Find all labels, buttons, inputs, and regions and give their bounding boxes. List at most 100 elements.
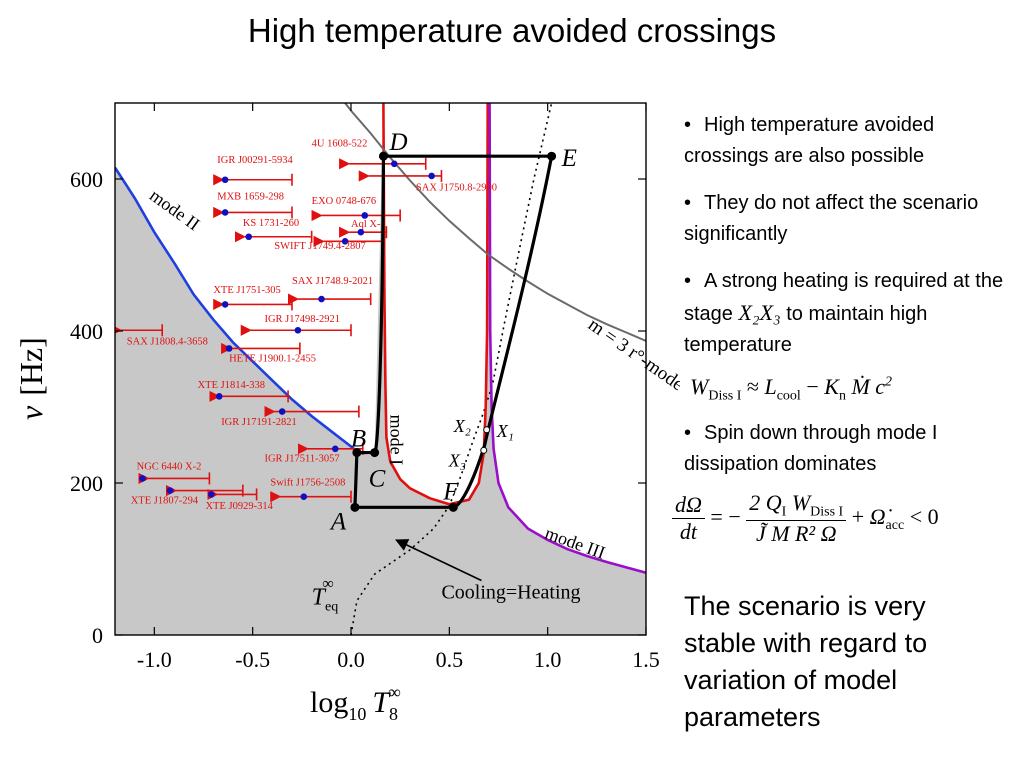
source-sax-j1748-9-2021: SAX J1748.9-2021	[287, 276, 373, 306]
source-label: SAX J1808.4-3658	[127, 337, 208, 348]
y-label-unit: [Hz]	[13, 337, 49, 396]
path-label-e: E	[561, 145, 577, 172]
series-mode-ii	[115, 166, 362, 456]
source-sax-j1808-4-3658: SAX J1808.4-3658	[115, 324, 208, 348]
bullet-item: • They do not affect the scenario signif…	[684, 188, 1004, 250]
eq-superscript: 2	[885, 374, 893, 390]
source-dot	[139, 475, 146, 482]
x-tick-label: -1.0	[137, 647, 172, 672]
eq-fraction: dΩ dt	[672, 492, 705, 545]
eq-term: L	[764, 374, 777, 399]
path-label-f: F	[442, 478, 459, 505]
source-4u-1608-522: 4U 1608-522	[312, 138, 427, 170]
bullet-list: • High temperature avoided crossings are…	[684, 110, 1004, 377]
path-point-e	[547, 151, 557, 161]
source-label: XTE J1814-338	[198, 380, 265, 391]
source-label: SAX J1750.8-2900	[416, 182, 497, 193]
source-dot	[294, 326, 302, 334]
path-point-c	[370, 448, 380, 458]
eq-subscript: acc	[885, 518, 905, 534]
bullet-text: They do not affect the scenario signific…	[684, 192, 979, 245]
x-tick-label: -0.5	[235, 647, 270, 672]
crossing-label: X₂	[453, 416, 471, 436]
dissipation-equation: WDiss I ≈ Lcool − Kn Ṁ c2	[690, 374, 892, 404]
crossing-label: X₃	[448, 450, 466, 470]
bullet-text: Spin down through mode I dissipation dom…	[684, 422, 938, 475]
eq-denominator: J̃ M R² Ω	[755, 521, 837, 547]
evolution-path	[353, 154, 554, 509]
series-mode-i	[382, 103, 489, 506]
path-point-d	[378, 151, 388, 161]
x-axis-label: log10 T8∞	[310, 682, 401, 724]
source-label: XTE J1751-305	[213, 285, 280, 296]
series-mode-iii	[488, 103, 646, 574]
x-label-sub: 10	[348, 704, 366, 724]
source-label: Aql X-1	[351, 219, 386, 230]
eq-term: 2 Q	[749, 490, 782, 515]
source-label: SWIFT J1749.4-2807	[274, 241, 365, 252]
source-label: IGR J17498-2921	[264, 314, 340, 325]
path-point-f	[448, 502, 458, 512]
source-label: MXB 1659-298	[217, 192, 284, 203]
source-label: Swift J1756-2508	[270, 477, 345, 488]
source-ks-1731-260: KS 1731-260	[234, 218, 313, 243]
source-dot	[221, 176, 229, 184]
source-dot	[331, 445, 339, 453]
source-label: NGC 6440 X-2	[137, 461, 202, 472]
source-hete-j1900-1-2455: HETE J1900.1-2455	[221, 342, 316, 364]
eq-subscript: cool	[776, 388, 801, 404]
source-dot	[278, 408, 286, 415]
x-tick-label: 1.5	[632, 647, 660, 672]
bullet-item: • High temperature avoided crossings are…	[684, 110, 1004, 172]
source-igr-j17191-2821: IGR J17191-2821	[221, 405, 360, 428]
slide-title: High temperature avoided crossings	[247, 12, 777, 49]
instability-chart: 4U 1608-522 IGR J00291-5934 SAX J1750.8-29…	[13, 102, 680, 724]
source-dot	[221, 301, 229, 308]
y-tick-label: 600	[70, 167, 103, 192]
path-label-d: D	[388, 129, 407, 156]
crossing-point	[483, 426, 491, 434]
source-aql-x-1: Aql X-1	[339, 219, 388, 239]
equilibrium-curve	[350, 103, 553, 635]
eq-numerator: 2 QI WDiss I	[746, 490, 847, 522]
source-label: XTE J0929-314	[205, 501, 273, 512]
path-point-a	[350, 502, 360, 512]
eq-term: W	[690, 374, 709, 399]
series-m-3-r-mode	[344, 103, 646, 342]
stage-variable: X₂X₃	[738, 300, 781, 325]
annotation-arrow	[395, 539, 482, 582]
source-label: IGR J17511-3057	[264, 454, 339, 465]
eq-term: Ω̇	[869, 503, 886, 529]
crossing-label: X₁	[496, 421, 514, 441]
source-ngc-6440-x-2: NGC 6440 X-2	[137, 461, 211, 485]
crossing-point	[480, 446, 488, 454]
source-label: IGR J17191-2821	[221, 417, 297, 428]
source-dot	[221, 209, 229, 216]
source-label: XTE J1807-294	[131, 496, 199, 507]
path-label-b: B	[351, 426, 366, 453]
source-dot	[225, 345, 233, 352]
plot-frame	[114, 102, 647, 636]
source-dot	[166, 487, 174, 494]
x-tick-label: 0.0	[337, 647, 365, 672]
source-dot	[215, 393, 223, 400]
path-point-b	[352, 448, 362, 458]
curve-label: mode I	[386, 415, 406, 465]
source-dot	[318, 295, 325, 303]
source-dot	[341, 238, 349, 245]
source-label: HETE J1900.1-2455	[229, 353, 316, 364]
source-label: IGR J00291-5934	[217, 155, 293, 166]
eq-subscript: n	[838, 388, 846, 404]
eq-operator: = −	[710, 503, 741, 529]
eq-subscript: I	[781, 504, 787, 520]
eq-subscript: Diss I	[708, 388, 742, 404]
source-label: 4U 1608-522	[312, 138, 368, 149]
source-igr-j00291-5934: IGR J00291-5934	[213, 155, 294, 186]
source-xte-j0929-314: XTE J0929-314	[205, 488, 274, 512]
source-dot	[428, 172, 435, 180]
source-label: KS 1731-260	[243, 218, 299, 229]
source-swift-j1756-2508: Swift J1756-2508	[270, 477, 352, 503]
eq-term: Ṁ c	[851, 374, 886, 399]
x-tick-label: 0.5	[436, 647, 464, 672]
eq-fraction: 2 QI WDiss I J̃ M R² Ω	[746, 490, 847, 547]
